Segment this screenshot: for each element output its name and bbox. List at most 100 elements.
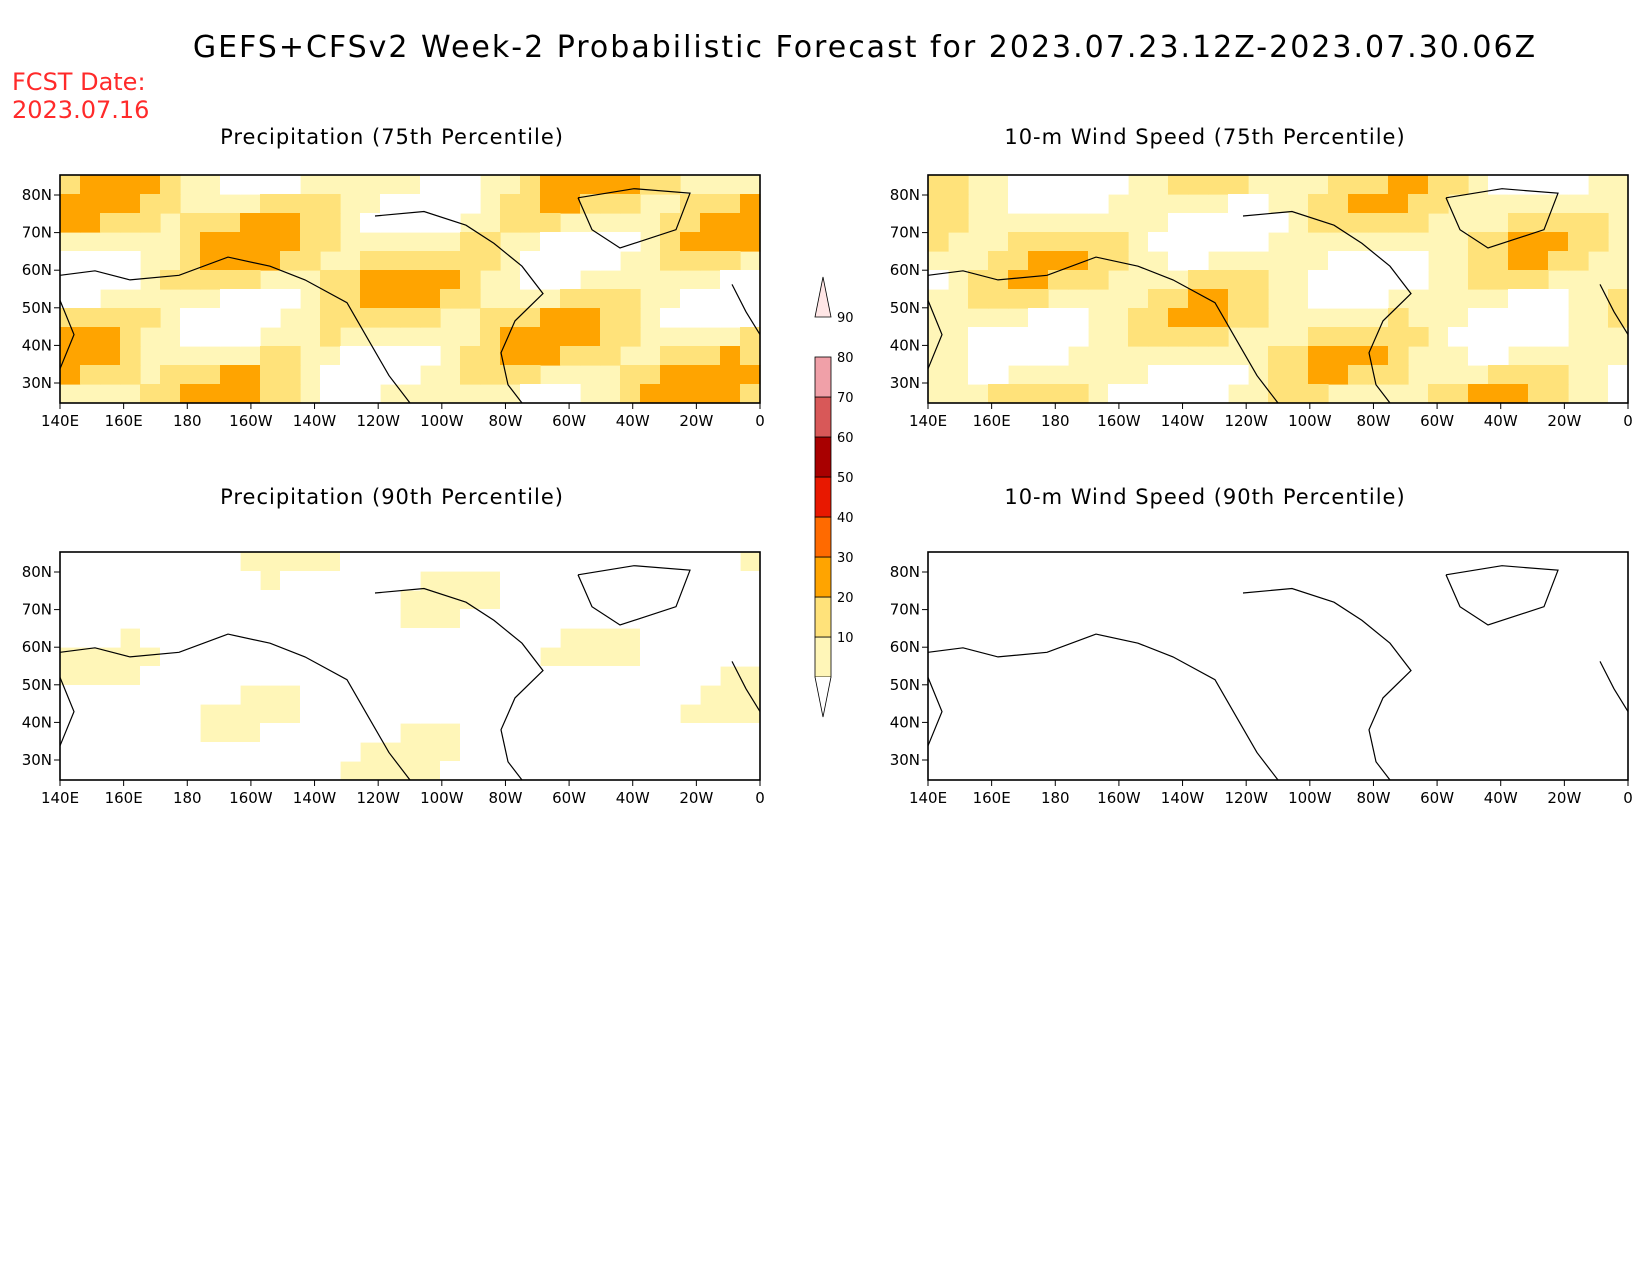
shaded-cell [680,590,701,610]
shaded-cell [1308,685,1329,705]
lon-tick-label: 180 [1041,789,1070,807]
shaded-cell [680,232,701,252]
shaded-cell [1188,251,1209,271]
shaded-cell [340,723,361,743]
shaded-cell [720,552,741,572]
shaded-cell [1308,346,1329,366]
shaded-cell [1408,628,1429,648]
shaded-cell [620,761,641,781]
shaded-cell [280,609,301,629]
shaded-cell [1568,213,1589,233]
shaded-cell [1068,742,1089,762]
shaded-cell [1408,609,1429,629]
shaded-cell [220,552,241,572]
shaded-cell [340,609,361,629]
shaded-cell [60,761,81,781]
shaded-cell [220,666,241,686]
shaded-cell [1228,609,1249,629]
shaded-cell [988,251,1009,271]
shaded-cell [1568,251,1589,271]
colorbar-label: 20 [837,591,854,606]
shaded-cell [1028,742,1049,762]
shaded-cell [1168,365,1189,385]
shaded-cell [1248,723,1269,743]
shaded-cell [340,628,361,648]
shaded-cell [1188,590,1209,610]
shaded-cell [1468,685,1489,705]
shaded-cell [680,628,701,648]
shaded-cell [520,384,541,404]
shaded-cell [1488,365,1509,385]
shaded-cell [1228,213,1249,233]
shaded-cell [100,628,121,648]
shaded-cell [660,704,681,724]
shaded-cell [928,704,949,724]
shaded-cell [1048,175,1069,195]
shaded-cell [540,761,561,781]
colorbar-segment [814,556,832,598]
shaded-cell [240,628,261,648]
lon-tick-label: 40W [616,412,650,430]
shaded-cell [500,552,521,572]
shaded-cell [740,590,761,610]
shaded-cell [660,232,681,252]
shaded-cell [1468,384,1489,404]
shaded-cell [1328,704,1349,724]
shaded-cell [520,609,541,629]
shaded-cell [300,704,321,724]
shaded-cell [1468,761,1489,781]
shaded-cell [260,346,281,366]
shaded-cell [1568,552,1589,572]
shaded-cell [1568,761,1589,781]
shaded-cell [60,194,81,214]
shaded-cell [1408,552,1429,572]
shaded-cell [1128,308,1149,328]
shaded-cell [340,666,361,686]
shaded-cell [280,761,301,781]
shaded-cell [660,251,681,271]
shaded-cell [1248,270,1269,290]
shaded-cell [400,213,421,233]
shaded-cell [1588,232,1609,252]
shaded-cell [400,704,421,724]
shaded-cell [60,365,81,385]
lat-tick-label: 80N [22,186,52,204]
shaded-cell [200,213,221,233]
colorbar-segment [814,356,832,398]
shaded-cell [1388,704,1409,724]
shaded-cell [60,723,81,743]
shaded-cell [1088,194,1109,214]
shaded-cell [1508,590,1529,610]
shaded-cell [320,628,341,648]
shaded-cell [180,704,201,724]
shaded-cell [360,251,381,271]
shaded-cell [1368,194,1389,214]
shaded-cell [560,232,581,252]
shaded-cell [1168,723,1189,743]
shaded-cell [140,666,161,686]
shaded-cell [1488,647,1509,667]
shaded-cell [1508,232,1529,252]
shaded-cell [1208,761,1229,781]
shaded-cell [500,742,521,762]
shaded-cell [220,251,241,271]
shaded-cell [1428,742,1449,762]
shaded-cell [1088,609,1109,629]
shaded-cell [1548,552,1569,572]
shaded-cell [1508,552,1529,572]
shaded-cell [1528,647,1549,667]
shaded-cell [580,327,601,347]
panel-title-wind-75: 10-m Wind Speed (75th Percentile) [1004,125,1406,149]
shaded-cell [1368,175,1389,195]
shaded-cell [60,213,81,233]
shaded-cell [480,232,501,252]
shaded-cell [620,571,641,591]
shaded-cell [1168,704,1189,724]
shaded-cell [640,175,661,195]
shaded-cell [1228,742,1249,762]
shaded-cell [300,666,321,686]
shaded-cell [160,194,181,214]
map-panel-4: 140E 160E 180 160W 140W 120W 100W 80W 60W 40W 20W 0… [890,551,1633,807]
shaded-cell [1528,609,1549,629]
shaded-cell [1408,704,1429,724]
